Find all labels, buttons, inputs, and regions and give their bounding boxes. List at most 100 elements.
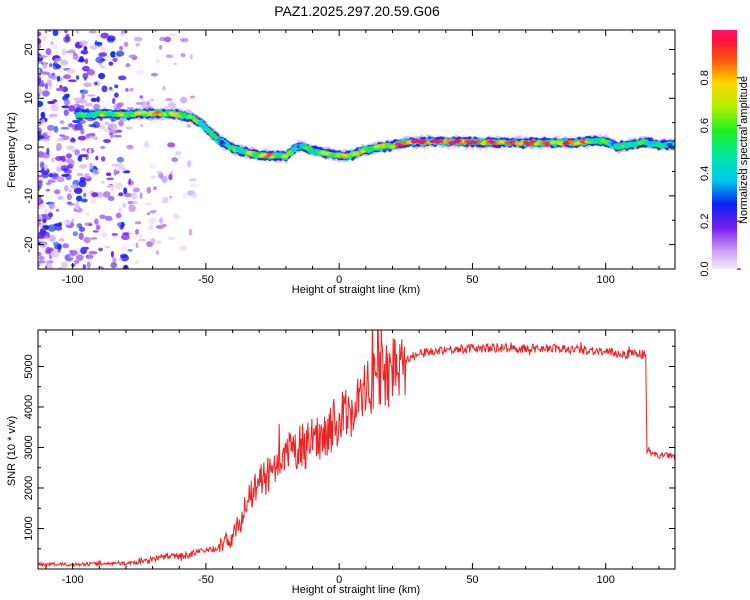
noise-speckle <box>66 193 72 201</box>
noise-speckle <box>88 250 98 255</box>
noise-speckle <box>86 261 91 269</box>
noise-speckle <box>110 132 114 139</box>
noise-speckle <box>81 65 90 72</box>
noise-speckle <box>111 163 120 167</box>
noise-speckle <box>55 87 64 92</box>
noise-speckle <box>65 158 74 164</box>
noise-speckle <box>110 251 114 258</box>
noise-speckle <box>96 191 104 198</box>
noise-speckle <box>111 233 119 236</box>
noise-speckle <box>41 214 50 218</box>
noise-speckle <box>131 192 138 200</box>
noise-speckle <box>91 169 99 175</box>
noise-speckle <box>38 31 42 37</box>
colorbar-tick-label: 0.6 <box>699 118 711 133</box>
ridge-layer <box>75 110 675 159</box>
noise-speckle <box>119 45 124 51</box>
noise-speckle <box>83 192 87 198</box>
noise-speckle <box>140 100 147 108</box>
noise-speckle <box>38 55 48 58</box>
noise-speckle <box>112 235 118 238</box>
noise-speckle <box>167 236 176 241</box>
noise-speckle <box>41 118 45 125</box>
x-tick-label: 100 <box>597 274 615 286</box>
colorbar-tick-label: 0.8 <box>699 70 711 85</box>
noise-speckle <box>125 126 133 130</box>
noise-speckle <box>55 208 60 212</box>
noise-speckle <box>74 123 83 131</box>
noise-speckle <box>115 212 122 219</box>
spectrogram-frame <box>37 29 676 270</box>
noise-speckle <box>48 235 56 242</box>
noise-speckle <box>38 84 47 87</box>
noise-speckle <box>117 207 122 214</box>
noise-speckle <box>98 124 106 130</box>
noise-speckle <box>38 260 41 268</box>
ridge-cell <box>672 142 675 147</box>
noise-speckle <box>150 72 158 77</box>
y-tick-label: 4000 <box>23 395 35 419</box>
noise-speckle <box>71 137 75 141</box>
noise-speckle <box>186 124 192 128</box>
noise-speckle <box>168 33 178 37</box>
noise-speckle <box>179 245 187 252</box>
y-tick-label: 20 <box>23 43 35 55</box>
noise-speckle <box>72 231 78 237</box>
noise-speckle <box>173 62 177 66</box>
spectral-noise-speckle <box>38 30 199 269</box>
noise-speckle <box>129 201 138 205</box>
noise-speckle <box>64 30 68 34</box>
ridge-cell <box>203 125 209 129</box>
noise-speckle <box>186 160 192 168</box>
noise-speckle <box>104 245 111 249</box>
noise-speckle <box>59 197 68 202</box>
noise-speckle <box>63 74 72 80</box>
noise-speckle <box>112 103 117 109</box>
noise-speckle <box>155 59 161 64</box>
noise-speckle <box>144 202 152 206</box>
y-tick-label: 1000 <box>23 516 35 540</box>
x-tick-label: -100 <box>62 274 84 286</box>
colorbar: 0.0 0.2 0.4 0.6 0.8 Normalized spectral ampl… <box>699 30 750 277</box>
noise-speckle <box>159 217 164 224</box>
noise-speckle <box>135 259 139 265</box>
noise-speckle <box>136 69 145 76</box>
noise-speckle <box>60 126 70 130</box>
noise-speckle <box>38 80 41 85</box>
noise-speckle <box>63 184 69 192</box>
noise-speckle <box>82 72 89 79</box>
noise-speckle <box>44 216 52 220</box>
noise-speckle <box>50 104 60 112</box>
y-tick-label: 10 <box>23 92 35 104</box>
noise-speckle <box>103 139 111 143</box>
x-tick-label: 50 <box>466 574 478 586</box>
noise-speckle <box>41 34 47 42</box>
noise-speckle <box>90 97 97 102</box>
noise-speckle <box>54 225 63 231</box>
noise-speckle <box>192 192 197 199</box>
noise-speckle <box>81 148 87 151</box>
noise-speckle <box>116 156 124 163</box>
noise-speckle <box>64 50 74 54</box>
noise-speckle <box>134 221 142 225</box>
y-tick-label: 0 <box>23 144 35 150</box>
noise-speckle <box>106 177 114 181</box>
noise-speckle <box>148 223 154 229</box>
noise-speckle <box>56 176 65 182</box>
noise-speckle <box>167 142 176 148</box>
noise-speckle <box>106 37 115 43</box>
noise-speckle <box>98 52 108 57</box>
noise-speckle <box>52 30 59 37</box>
noise-speckle <box>123 41 129 48</box>
noise-speckle <box>161 223 167 228</box>
noise-speckle <box>86 69 95 76</box>
noise-speckle <box>112 57 118 63</box>
noise-speckle <box>75 30 79 34</box>
colorbar-gradient <box>712 30 737 269</box>
spectrogram-x-axis-label: Height of straight line (km) <box>292 284 420 296</box>
noise-speckle <box>45 182 52 186</box>
noise-speckle <box>189 183 199 188</box>
noise-speckle <box>49 113 59 117</box>
noise-speckle <box>152 209 157 214</box>
